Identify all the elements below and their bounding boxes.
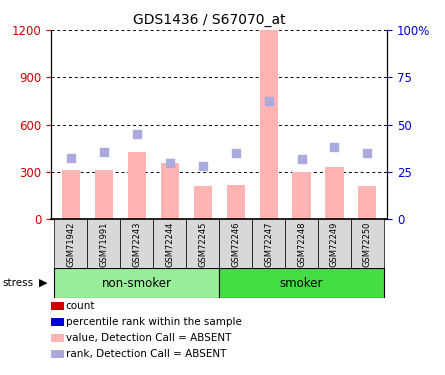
Bar [325, 167, 344, 219]
Text: GSM72245: GSM72245 [198, 221, 207, 267]
Point [232, 150, 239, 156]
Text: GSM72247: GSM72247 [264, 221, 273, 267]
Text: GSM72249: GSM72249 [330, 221, 339, 267]
Bar [259, 30, 278, 219]
Text: GSM72244: GSM72244 [165, 221, 174, 267]
Bar [351, 219, 384, 268]
Text: GSM72243: GSM72243 [132, 221, 142, 267]
Point [265, 98, 272, 104]
Text: count: count [66, 301, 95, 310]
Bar [358, 186, 376, 219]
Point [166, 160, 173, 166]
Point [298, 156, 305, 162]
Point [199, 163, 206, 169]
Text: GSM72250: GSM72250 [363, 221, 372, 267]
Text: percentile rank within the sample: percentile rank within the sample [66, 317, 242, 327]
Bar [95, 170, 113, 219]
Bar [87, 219, 120, 268]
Bar [128, 152, 146, 219]
Point [67, 155, 74, 161]
Point [100, 148, 107, 154]
Text: stress: stress [2, 278, 33, 288]
Bar [219, 219, 252, 268]
Text: GSM72248: GSM72248 [297, 221, 306, 267]
Bar [292, 172, 311, 219]
Bar [186, 219, 219, 268]
Text: non-smoker: non-smoker [102, 277, 172, 290]
Bar [54, 219, 87, 268]
Bar [219, 268, 384, 298]
Bar [161, 164, 179, 219]
Bar [252, 219, 285, 268]
Bar [227, 184, 245, 219]
Bar [120, 219, 153, 268]
Text: ▶: ▶ [39, 278, 48, 288]
Text: GSM71942: GSM71942 [66, 221, 76, 267]
Bar [318, 219, 351, 268]
Point [331, 144, 338, 150]
Point [133, 131, 140, 137]
Bar [54, 268, 219, 298]
Bar [62, 171, 80, 219]
Text: rank, Detection Call = ABSENT: rank, Detection Call = ABSENT [66, 349, 226, 359]
Text: GDS1436 / S67070_at: GDS1436 / S67070_at [133, 13, 285, 27]
Bar [194, 186, 212, 219]
Text: smoker: smoker [280, 277, 323, 290]
Bar [153, 219, 186, 268]
Text: value, Detection Call = ABSENT: value, Detection Call = ABSENT [66, 333, 231, 343]
Text: GSM71991: GSM71991 [99, 221, 109, 267]
Bar [285, 219, 318, 268]
Text: GSM72246: GSM72246 [231, 221, 240, 267]
Point [364, 150, 371, 156]
